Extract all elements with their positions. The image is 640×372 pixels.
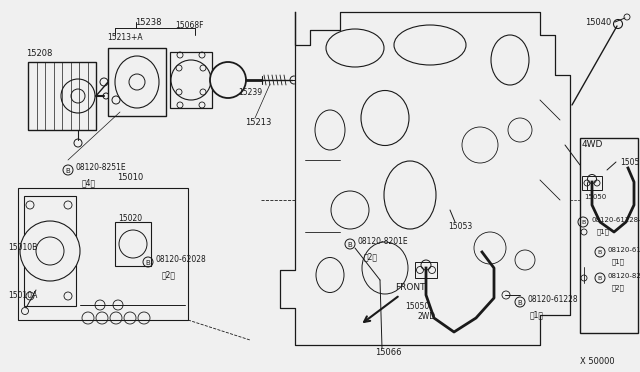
Bar [415, 262, 437, 278]
Text: 15050: 15050 [405, 302, 429, 311]
Text: （2）: （2） [364, 252, 378, 261]
Text: X 50000: X 50000 [580, 357, 614, 366]
Text: B: B [348, 242, 353, 248]
Circle shape [20, 221, 80, 281]
Text: B: B [146, 260, 150, 266]
Ellipse shape [316, 257, 344, 292]
Ellipse shape [394, 25, 466, 65]
Bar [28, 62, 96, 130]
Text: 4WD: 4WD [582, 140, 604, 149]
Text: （1）: （1） [597, 228, 610, 235]
Bar [115, 222, 151, 266]
Ellipse shape [384, 161, 436, 229]
Text: （2）: （2） [612, 284, 625, 291]
Bar [170, 52, 212, 108]
Bar [24, 196, 76, 306]
Text: 15053: 15053 [620, 158, 640, 167]
Text: 15238: 15238 [135, 18, 161, 27]
Ellipse shape [491, 35, 529, 85]
Text: FRONT: FRONT [395, 283, 426, 292]
Text: 15010: 15010 [117, 173, 143, 182]
Text: 15040: 15040 [585, 18, 611, 27]
Circle shape [210, 62, 246, 98]
Text: （1）: （1） [530, 310, 544, 319]
Text: B: B [598, 276, 602, 282]
Text: 15020: 15020 [118, 214, 142, 223]
Circle shape [171, 60, 211, 100]
Text: 15053: 15053 [448, 222, 472, 231]
Ellipse shape [362, 242, 408, 294]
Text: B: B [66, 168, 70, 174]
Text: 15050: 15050 [584, 194, 606, 200]
Text: 08120-8201E: 08120-8201E [608, 273, 640, 279]
Bar [582, 176, 602, 190]
Text: 15066: 15066 [375, 348, 401, 357]
Ellipse shape [326, 29, 384, 67]
Bar [108, 48, 166, 116]
Polygon shape [280, 12, 570, 345]
Text: B: B [581, 221, 585, 225]
Text: 15239: 15239 [238, 88, 262, 97]
Text: 15068F: 15068F [175, 21, 204, 30]
Text: 08120-61228-: 08120-61228- [608, 247, 640, 253]
Text: （2）: （2） [162, 270, 176, 279]
Text: 08120-8251E: 08120-8251E [76, 164, 127, 173]
Text: 08120-62028: 08120-62028 [156, 256, 207, 264]
Text: （1）: （1） [612, 258, 625, 264]
Bar [580, 138, 638, 333]
Text: （4）: （4） [82, 178, 96, 187]
Text: B: B [598, 250, 602, 256]
Text: B: B [518, 300, 522, 306]
Ellipse shape [61, 79, 95, 113]
Ellipse shape [331, 191, 369, 229]
Ellipse shape [361, 90, 409, 145]
Text: 15010B: 15010B [8, 244, 37, 253]
Text: 15208: 15208 [26, 49, 52, 58]
Ellipse shape [115, 56, 159, 108]
Ellipse shape [315, 110, 345, 150]
Text: 15010A: 15010A [8, 292, 37, 301]
Text: 08120-61228-: 08120-61228- [591, 217, 640, 223]
Ellipse shape [71, 89, 85, 103]
Text: 08120-61228: 08120-61228 [528, 295, 579, 305]
Bar [18, 188, 188, 320]
Text: 2WD: 2WD [418, 312, 436, 321]
Text: 15213+A: 15213+A [107, 33, 143, 42]
Text: 08120-8201E: 08120-8201E [358, 237, 408, 247]
Text: 15213: 15213 [245, 118, 271, 127]
